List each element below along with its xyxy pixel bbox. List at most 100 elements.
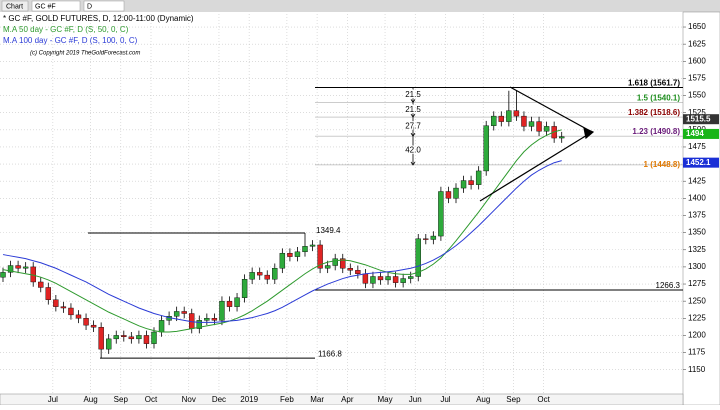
x-tick-label: Aug (83, 395, 97, 404)
candle-body (151, 331, 157, 344)
candle-body (385, 276, 391, 281)
price-tag-label: 1452.1 (686, 158, 711, 167)
moving-average (2, 160, 562, 323)
candle-body (362, 273, 369, 284)
y-tick-label: 1625 (688, 39, 706, 48)
candle-body (90, 324, 97, 328)
candle-body (445, 191, 452, 199)
price-tag (683, 157, 719, 168)
candle-body (121, 335, 127, 338)
x-tick-label: Mar (310, 395, 324, 404)
candle-body (15, 265, 21, 269)
candle-body (513, 110, 520, 117)
candle-body (128, 336, 135, 340)
candle-body (294, 251, 301, 257)
level-label: 1349.4 (316, 226, 341, 235)
candle-body (279, 252, 286, 269)
candle-body (438, 191, 444, 237)
measure-arrow-head (410, 113, 416, 118)
y-tick-label: 1425 (688, 176, 706, 185)
overlay: 1150 1175 1200 1225 1250 1275 1300 1325 1350 1375… (48, 22, 719, 404)
level-label: 1266.3 (656, 281, 681, 290)
candle-body (506, 110, 512, 122)
x-tick-label: Nov (182, 395, 196, 404)
measure-label: 42.0 (405, 146, 421, 155)
y-tick-label: 1300 (688, 262, 706, 271)
measure-label: 27.7 (405, 122, 421, 131)
grid (0, 14, 686, 393)
candle-body (423, 238, 429, 240)
y-axis-panel (682, 11, 720, 406)
candle-body (475, 170, 482, 185)
x-tick-label: Dec (212, 395, 226, 404)
level-label: 1.618 (1561.7) (628, 79, 680, 88)
candle-body (302, 246, 308, 253)
candle-body (332, 258, 338, 266)
candle-body (528, 121, 535, 127)
price-tag-label: 1494 (686, 129, 704, 138)
candle-body (340, 258, 346, 269)
x-tick-label: Oct (537, 395, 550, 404)
toolbar-button[interactable] (1, 0, 29, 12)
candle-body (415, 238, 421, 277)
y-tick-label: 1525 (688, 108, 706, 117)
y-tick-label: 1225 (688, 313, 706, 322)
candle-body (60, 306, 67, 309)
symbol-box[interactable] (31, 0, 81, 12)
x-tick-label: May (377, 395, 392, 404)
candle-body (370, 276, 376, 284)
x-tick-label: Jul (440, 395, 450, 404)
candle-body (0, 272, 6, 278)
candle-body (317, 244, 323, 269)
level-label: 1166.8 (318, 349, 342, 358)
level-label: 1.5 (1540.1) (637, 93, 680, 102)
candle-body (22, 266, 29, 269)
candle-body (536, 121, 542, 132)
candle-body (483, 125, 489, 172)
x-tick-label: 2019 (240, 395, 258, 404)
candle-body (257, 272, 263, 276)
y-tick-label: 1200 (688, 331, 706, 340)
candle-body (45, 287, 51, 300)
measure-label: 21.5 (405, 90, 421, 99)
y-tick-label: 1175 (688, 348, 706, 357)
arrow-head (583, 126, 595, 140)
x-tick-label: Apr (341, 395, 354, 404)
candle-body (219, 300, 225, 321)
candle-body (196, 320, 203, 329)
candle-body (211, 318, 218, 321)
candle-body (430, 235, 437, 240)
candle-body (400, 278, 406, 283)
candle-body (559, 136, 565, 139)
candle-body (204, 318, 210, 321)
candle-body (98, 327, 104, 350)
candle-body (543, 126, 550, 132)
y-tick-label: 1150 (688, 365, 706, 374)
trend-line (479, 131, 593, 202)
y-tick-label: 1375 (688, 211, 706, 220)
candle-body (38, 281, 44, 288)
moving-averages (2, 129, 562, 333)
x-tick-label: Feb (280, 395, 294, 404)
chart-title: * GC #F, GOLD FUTURES, D, 12:00-11:00 (D… (3, 14, 194, 23)
candle-body (272, 268, 278, 280)
y-tick-label: 1400 (688, 193, 706, 202)
y-tick-label: 1350 (688, 228, 706, 237)
y-tick-label: 1250 (688, 296, 706, 305)
candle-body (521, 115, 527, 127)
price-tag (683, 114, 719, 125)
candle-body (408, 276, 414, 279)
measure-arrow-head (410, 161, 416, 166)
level-label: 1 (1448.8) (644, 160, 681, 169)
candle-body (309, 244, 316, 247)
candle-body (241, 279, 248, 298)
candle-body (453, 187, 459, 199)
candle-body (83, 318, 89, 326)
candle-body (468, 180, 474, 185)
candle-body (234, 297, 240, 307)
y-tick-label: 1550 (688, 91, 706, 100)
candle-body (347, 268, 353, 271)
interval-box[interactable] (83, 0, 125, 12)
